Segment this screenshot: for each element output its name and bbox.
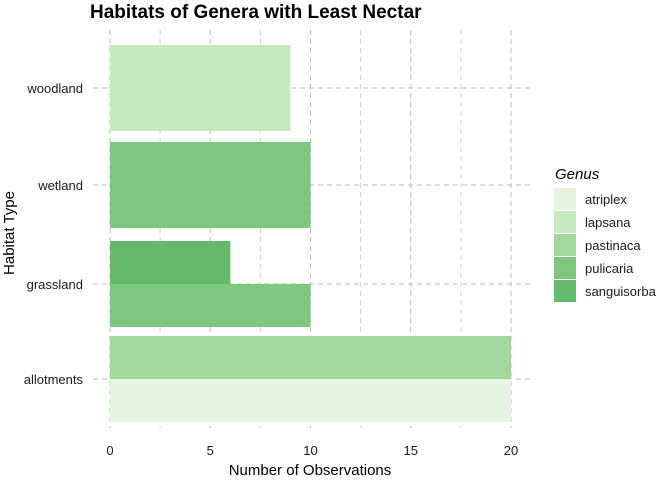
legend-swatch-pulicaria <box>554 257 576 279</box>
legend-items: atriplex lapsana pastinaca pulicaria sanguis… <box>554 188 657 302</box>
bar-woodland-lapsana <box>110 45 291 131</box>
legend-label-atriplex: atriplex <box>585 192 627 207</box>
y-tick-label-grassland: grassland <box>27 277 83 292</box>
chart-title: Habitats of Genera with Least Nectar <box>90 2 422 23</box>
legend-label-pastinaca: pastinaca <box>585 238 641 253</box>
x-tick-label: 10 <box>303 443 317 458</box>
bar-wetland-pulicaria <box>110 142 311 228</box>
legend-swatch-sanguisorba <box>554 280 576 302</box>
x-tick-label: 5 <box>207 443 214 458</box>
y-axis-title: Habitat Type <box>1 191 18 275</box>
axes-layer: 0 5 10 15 20 allotments grassland wetland woodla… <box>24 81 518 458</box>
legend-swatch-atriplex <box>554 188 576 210</box>
legend-label-lapsana: lapsana <box>585 215 631 230</box>
bar-allotments-atriplex <box>110 379 511 422</box>
y-tick-label-wetland: wetland <box>37 178 83 193</box>
x-tick-label: 20 <box>504 443 518 458</box>
x-tick-label: 0 <box>106 443 113 458</box>
bar-allotments-pastinaca <box>110 336 511 379</box>
bar-grassland-sanguisorba <box>110 241 231 284</box>
legend-swatch-lapsana <box>554 211 576 233</box>
x-tick-label: 15 <box>404 443 418 458</box>
bars-layer <box>110 45 511 422</box>
legend: Genus atriplex lapsana pastinaca pulicaria s… <box>554 166 657 302</box>
bar-grassland-pulicaria <box>110 284 311 327</box>
legend-label-sanguisorba: sanguisorba <box>585 284 657 299</box>
y-tick-label-woodland: woodland <box>26 81 83 96</box>
x-axis-title: Number of Observations <box>229 462 392 479</box>
legend-swatch-pastinaca <box>554 234 576 256</box>
y-tick-label-allotments: allotments <box>24 372 84 387</box>
legend-title: Genus <box>555 166 600 183</box>
legend-label-pulicaria: pulicaria <box>585 261 634 276</box>
